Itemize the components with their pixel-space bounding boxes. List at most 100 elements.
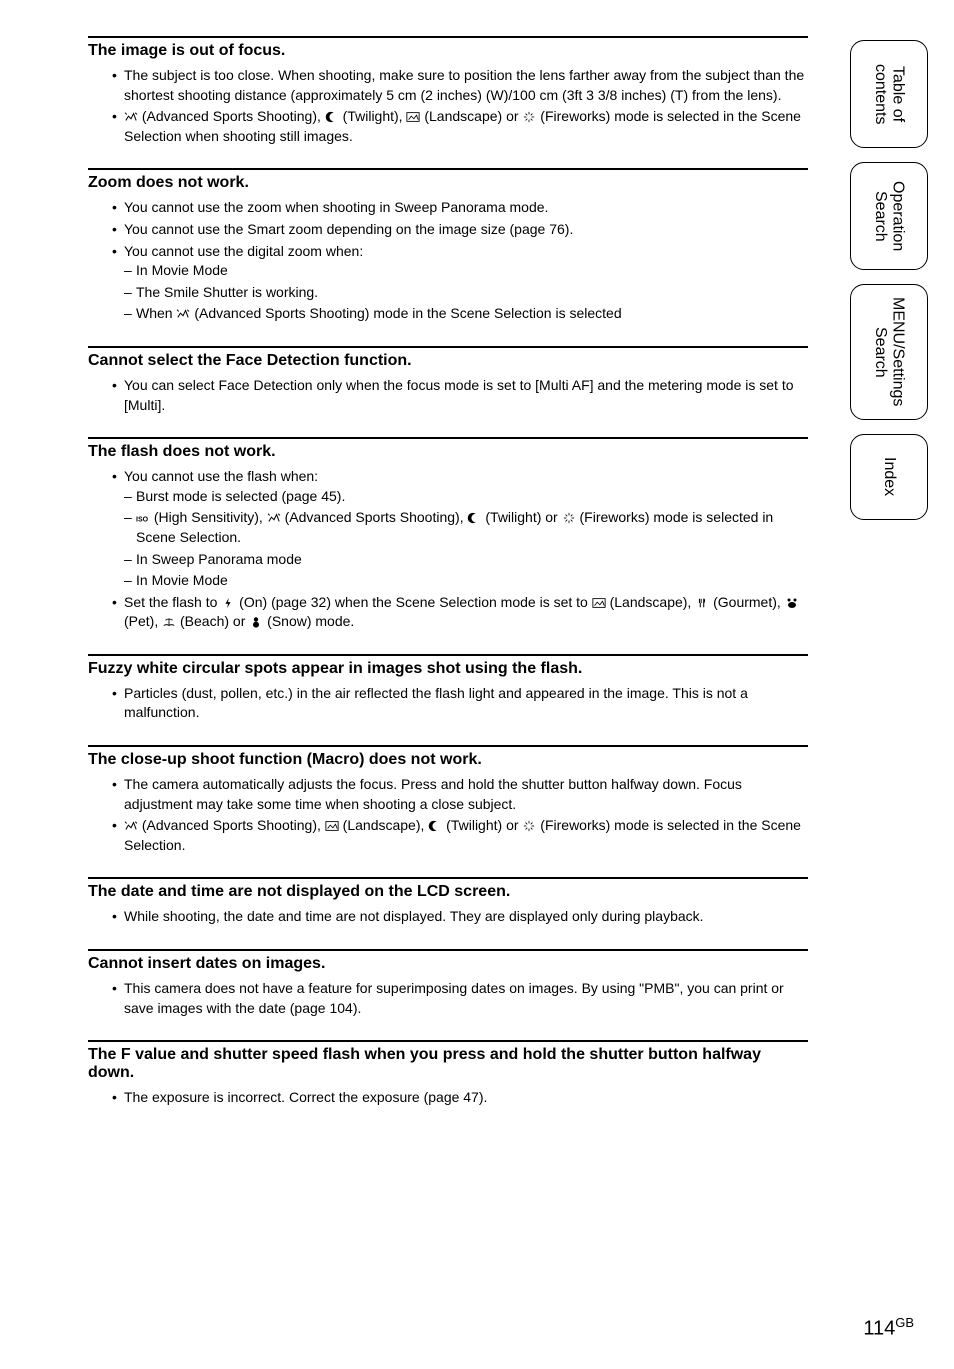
text: (Gourmet), [709, 594, 784, 610]
list-item: When (Advanced Sports Shooting) mode in … [124, 304, 808, 324]
bullet-list: You cannot use the zoom when shooting in… [88, 198, 808, 324]
list-item: You cannot use the flash when: Burst mod… [112, 467, 808, 591]
list-item: (Advanced Sports Shooting), (Landscape),… [112, 816, 808, 855]
list-item: You cannot use the digital zoom when: In… [112, 242, 808, 324]
list-item: ISO (High Sensitivity), (Advanced Sports… [124, 508, 808, 547]
sub-list: Burst mode is selected (page 45). ISO (H… [124, 487, 808, 591]
iso-icon: ISO [136, 512, 150, 524]
bullet-list: Particles (dust, pollen, etc.) in the ai… [88, 684, 808, 723]
text: Set the flash to [124, 594, 221, 610]
landscape-icon [592, 597, 606, 609]
list-item: Burst mode is selected (page 45). [124, 487, 808, 507]
heading: The image is out of focus. [88, 42, 808, 60]
heading: Cannot select the Face Detection functio… [88, 352, 808, 370]
section-flash: The flash does not work. You cannot use … [88, 437, 808, 632]
section-date-time: The date and time are not displayed on t… [88, 877, 808, 927]
twilight-icon [325, 111, 339, 123]
list-item: In Movie Mode [124, 571, 808, 591]
sports-icon [267, 512, 281, 524]
text: You cannot use the flash when: [124, 468, 318, 484]
sports-icon [124, 111, 138, 123]
section-insert-dates: Cannot insert dates on images. This came… [88, 949, 808, 1018]
heading: The flash does not work. [88, 443, 808, 461]
heading: The close-up shoot function (Macro) does… [88, 751, 808, 769]
flash-on-icon [221, 597, 235, 609]
landscape-icon [406, 111, 420, 123]
tab-contents[interactable]: Table ofcontents [850, 40, 928, 148]
heading: Fuzzy white circular spots appear in ima… [88, 660, 808, 678]
svg-text:ISO: ISO [136, 517, 149, 524]
text: (On) (page 32) when the Scene Selection … [235, 594, 591, 610]
tab-label: Index [880, 457, 898, 496]
bullet-list: The subject is too close. When shooting,… [88, 66, 808, 146]
text: (Beach) or [176, 613, 249, 629]
tab-label: Search [872, 327, 889, 378]
pet-icon [785, 597, 799, 609]
tab-label: contents [872, 64, 889, 124]
bullet-list: You cannot use the flash when: Burst mod… [88, 467, 808, 632]
list-item: (Advanced Sports Shooting), (Twilight), … [112, 107, 808, 146]
text: You cannot use the digital zoom when: [124, 243, 363, 259]
tab-label: Table of [890, 66, 907, 122]
heading: Cannot insert dates on images. [88, 955, 808, 973]
list-item: Particles (dust, pollen, etc.) in the ai… [112, 684, 808, 723]
section-face-detection: Cannot select the Face Detection functio… [88, 346, 808, 415]
bullet-list: The camera automatically adjusts the foc… [88, 775, 808, 855]
text: When [136, 305, 176, 321]
text: (Advanced Sports Shooting), [281, 509, 468, 525]
tab-operation-search[interactable]: OperationSearch [850, 162, 928, 270]
tab-menu-settings[interactable]: MENU/SettingsSearch [850, 284, 928, 420]
bullet-list: You can select Face Detection only when … [88, 376, 808, 415]
snow-icon [249, 616, 263, 628]
heading: The F value and shutter speed flash when… [88, 1046, 808, 1082]
bullet-list: This camera does not have a feature for … [88, 979, 808, 1018]
page-suffix: GB [895, 1315, 914, 1330]
page-number: 114GB [863, 1315, 914, 1341]
page-number-value: 114 [863, 1318, 895, 1340]
sub-list: In Movie Mode The Smile Shutter is worki… [124, 261, 808, 324]
text: (Snow) mode. [263, 613, 354, 629]
list-item: The camera automatically adjusts the foc… [112, 775, 808, 814]
landscape-icon [325, 820, 339, 832]
text: (Pet), [124, 613, 162, 629]
list-item: The exposure is incorrect. Correct the e… [112, 1088, 808, 1108]
gourmet-icon [695, 597, 709, 609]
tab-label: Search [872, 191, 889, 242]
tab-index[interactable]: Index [850, 434, 928, 520]
text: (Landscape), [606, 594, 696, 610]
list-item: You cannot use the zoom when shooting in… [112, 198, 808, 218]
fireworks-icon [522, 111, 536, 123]
main-content: The image is out of focus. The subject i… [88, 36, 808, 1130]
text: (Advanced Sports Shooting), [138, 817, 325, 833]
text: (Landscape), [339, 817, 429, 833]
text: (Landscape) or [420, 108, 522, 124]
tab-label: Operation [890, 181, 907, 251]
list-item: In Movie Mode [124, 261, 808, 281]
list-item: In Sweep Panorama mode [124, 550, 808, 570]
list-item: Set the flash to (On) (page 32) when the… [112, 593, 808, 632]
text: (Advanced Sports Shooting), [138, 108, 325, 124]
text: (Advanced Sports Shooting) mode in the S… [190, 305, 621, 321]
text: (Twilight) or [481, 509, 561, 525]
sports-icon [124, 820, 138, 832]
list-item: You cannot use the Smart zoom depending … [112, 220, 808, 240]
section-fuzzy-spots: Fuzzy white circular spots appear in ima… [88, 654, 808, 723]
text: (Twilight) or [442, 817, 522, 833]
section-focus: The image is out of focus. The subject i… [88, 36, 808, 146]
list-item: This camera does not have a feature for … [112, 979, 808, 1018]
fireworks-icon [562, 512, 576, 524]
heading: The date and time are not displayed on t… [88, 883, 808, 901]
section-f-value: The F value and shutter speed flash when… [88, 1040, 808, 1108]
list-item: The subject is too close. When shooting,… [112, 66, 808, 105]
tab-label: MENU/Settings [890, 297, 907, 406]
list-item: You can select Face Detection only when … [112, 376, 808, 415]
list-item: The Smile Shutter is working. [124, 283, 808, 303]
heading: Zoom does not work. [88, 174, 808, 192]
list-item: While shooting, the date and time are no… [112, 907, 808, 927]
side-navigation: Table ofcontents OperationSearch MENU/Se… [850, 40, 928, 534]
section-macro: The close-up shoot function (Macro) does… [88, 745, 808, 855]
text: (Twilight), [339, 108, 407, 124]
beach-icon [162, 616, 176, 628]
bullet-list: While shooting, the date and time are no… [88, 907, 808, 927]
section-zoom: Zoom does not work. You cannot use the z… [88, 168, 808, 324]
